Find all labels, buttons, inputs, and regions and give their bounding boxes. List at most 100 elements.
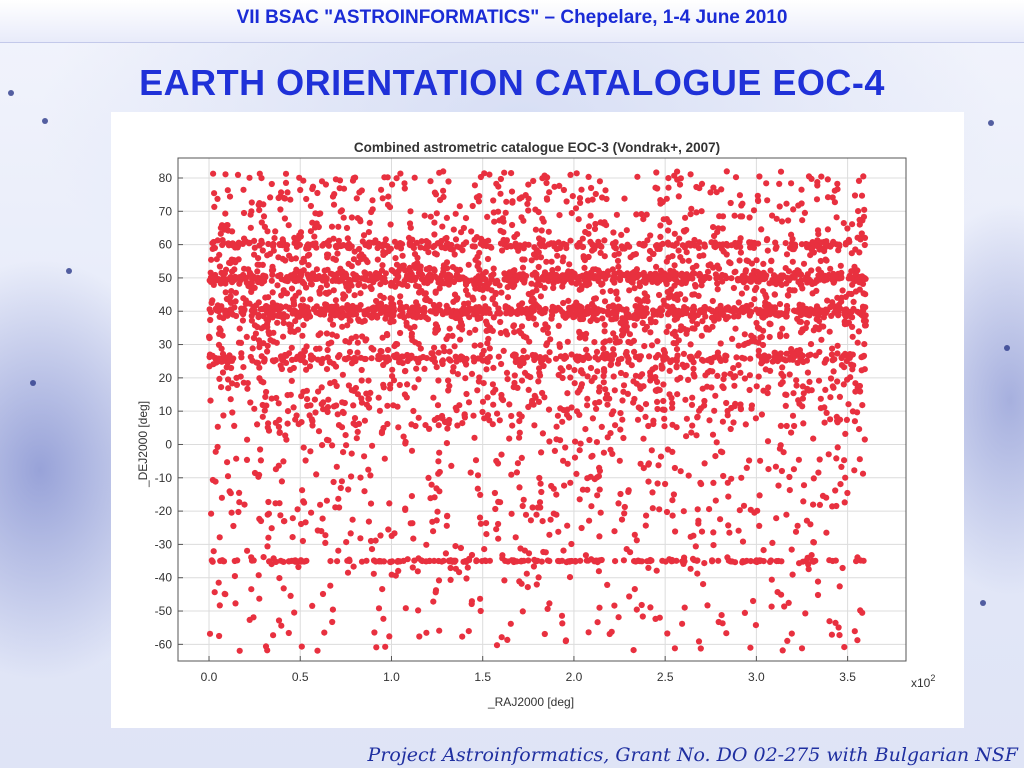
- data-point: [743, 257, 750, 264]
- data-point: [468, 277, 476, 284]
- data-point: [676, 235, 683, 242]
- data-point: [537, 293, 544, 300]
- data-point: [276, 500, 283, 507]
- data-point: [675, 247, 682, 254]
- data-point: [415, 414, 422, 421]
- y-tick-label: -40: [155, 571, 173, 585]
- data-point: [393, 261, 401, 268]
- data-point: [206, 306, 213, 313]
- data-point: [412, 355, 420, 362]
- data-point: [495, 520, 502, 528]
- data-point: [619, 331, 627, 338]
- data-point: [386, 204, 394, 211]
- data-point: [476, 266, 483, 273]
- data-point: [397, 170, 404, 177]
- data-point: [461, 414, 468, 421]
- data-point: [584, 307, 591, 314]
- data-point: [520, 496, 527, 503]
- data-point: [837, 262, 844, 269]
- data-point: [816, 317, 823, 325]
- data-point: [652, 318, 659, 326]
- data-point: [735, 362, 742, 369]
- data-point: [426, 425, 433, 432]
- data-point: [754, 192, 761, 199]
- data-point: [790, 390, 797, 397]
- data-point: [688, 429, 695, 436]
- data-point: [509, 422, 516, 429]
- data-point: [727, 425, 734, 433]
- data-point: [720, 472, 727, 480]
- data-point: [805, 352, 812, 359]
- data-point: [453, 310, 460, 317]
- data-point: [661, 415, 668, 422]
- data-point: [827, 416, 834, 423]
- data-point: [861, 341, 868, 348]
- data-point: [516, 418, 523, 425]
- data-point: [469, 202, 476, 210]
- data-point: [343, 539, 350, 546]
- data-point: [350, 402, 357, 409]
- data-point: [655, 462, 662, 469]
- data-point: [778, 370, 785, 377]
- data-point: [443, 440, 450, 447]
- data-point: [665, 184, 672, 191]
- data-point: [465, 628, 472, 635]
- data-point: [443, 335, 450, 343]
- data-point: [829, 503, 836, 510]
- data-point: [609, 303, 616, 311]
- data-point: [297, 302, 304, 310]
- data-point: [532, 226, 539, 233]
- data-point: [237, 339, 245, 346]
- data-point: [275, 400, 282, 407]
- data-point: [299, 487, 306, 494]
- data-point: [592, 190, 599, 198]
- data-point: [611, 602, 618, 609]
- data-point: [513, 469, 520, 476]
- data-point: [472, 256, 479, 263]
- data-point: [470, 296, 477, 303]
- data-point: [355, 317, 363, 324]
- data-point: [248, 317, 255, 324]
- data-point: [292, 318, 299, 325]
- data-point: [338, 424, 346, 431]
- data-point: [777, 442, 784, 449]
- x-scale-base: x10: [911, 676, 931, 690]
- data-point: [580, 253, 587, 260]
- data-point: [798, 645, 806, 652]
- data-point: [258, 237, 265, 244]
- data-point: [840, 381, 847, 388]
- data-point: [435, 422, 442, 429]
- data-point: [521, 355, 528, 362]
- data-point: [303, 195, 310, 203]
- data-point: [539, 430, 546, 437]
- data-point: [760, 547, 767, 554]
- data-point: [856, 382, 864, 390]
- data-point: [755, 352, 762, 359]
- data-point: [427, 308, 434, 315]
- data-point: [792, 528, 800, 535]
- data-point: [508, 412, 515, 420]
- data-point: [781, 603, 788, 610]
- data-point: [738, 290, 746, 297]
- data-point: [309, 183, 317, 190]
- data-point: [320, 399, 327, 406]
- data-point: [362, 271, 369, 278]
- data-point: [756, 173, 763, 180]
- data-point: [617, 426, 624, 433]
- data-point: [310, 240, 317, 247]
- data-point: [411, 384, 418, 391]
- data-point: [251, 307, 258, 314]
- data-point: [208, 557, 215, 564]
- data-point: [664, 630, 671, 637]
- data-point: [717, 516, 724, 523]
- y-tick-label: 40: [159, 304, 173, 318]
- data-point: [765, 466, 772, 473]
- data-point: [626, 287, 633, 294]
- data-point: [422, 245, 429, 252]
- slide-title: EARTH ORIENTATION CATALOGUE EOC-4: [139, 62, 885, 103]
- data-point: [694, 506, 701, 513]
- data-point: [701, 303, 709, 311]
- data-point: [773, 515, 780, 522]
- data-point: [717, 305, 724, 312]
- data-point: [269, 310, 276, 317]
